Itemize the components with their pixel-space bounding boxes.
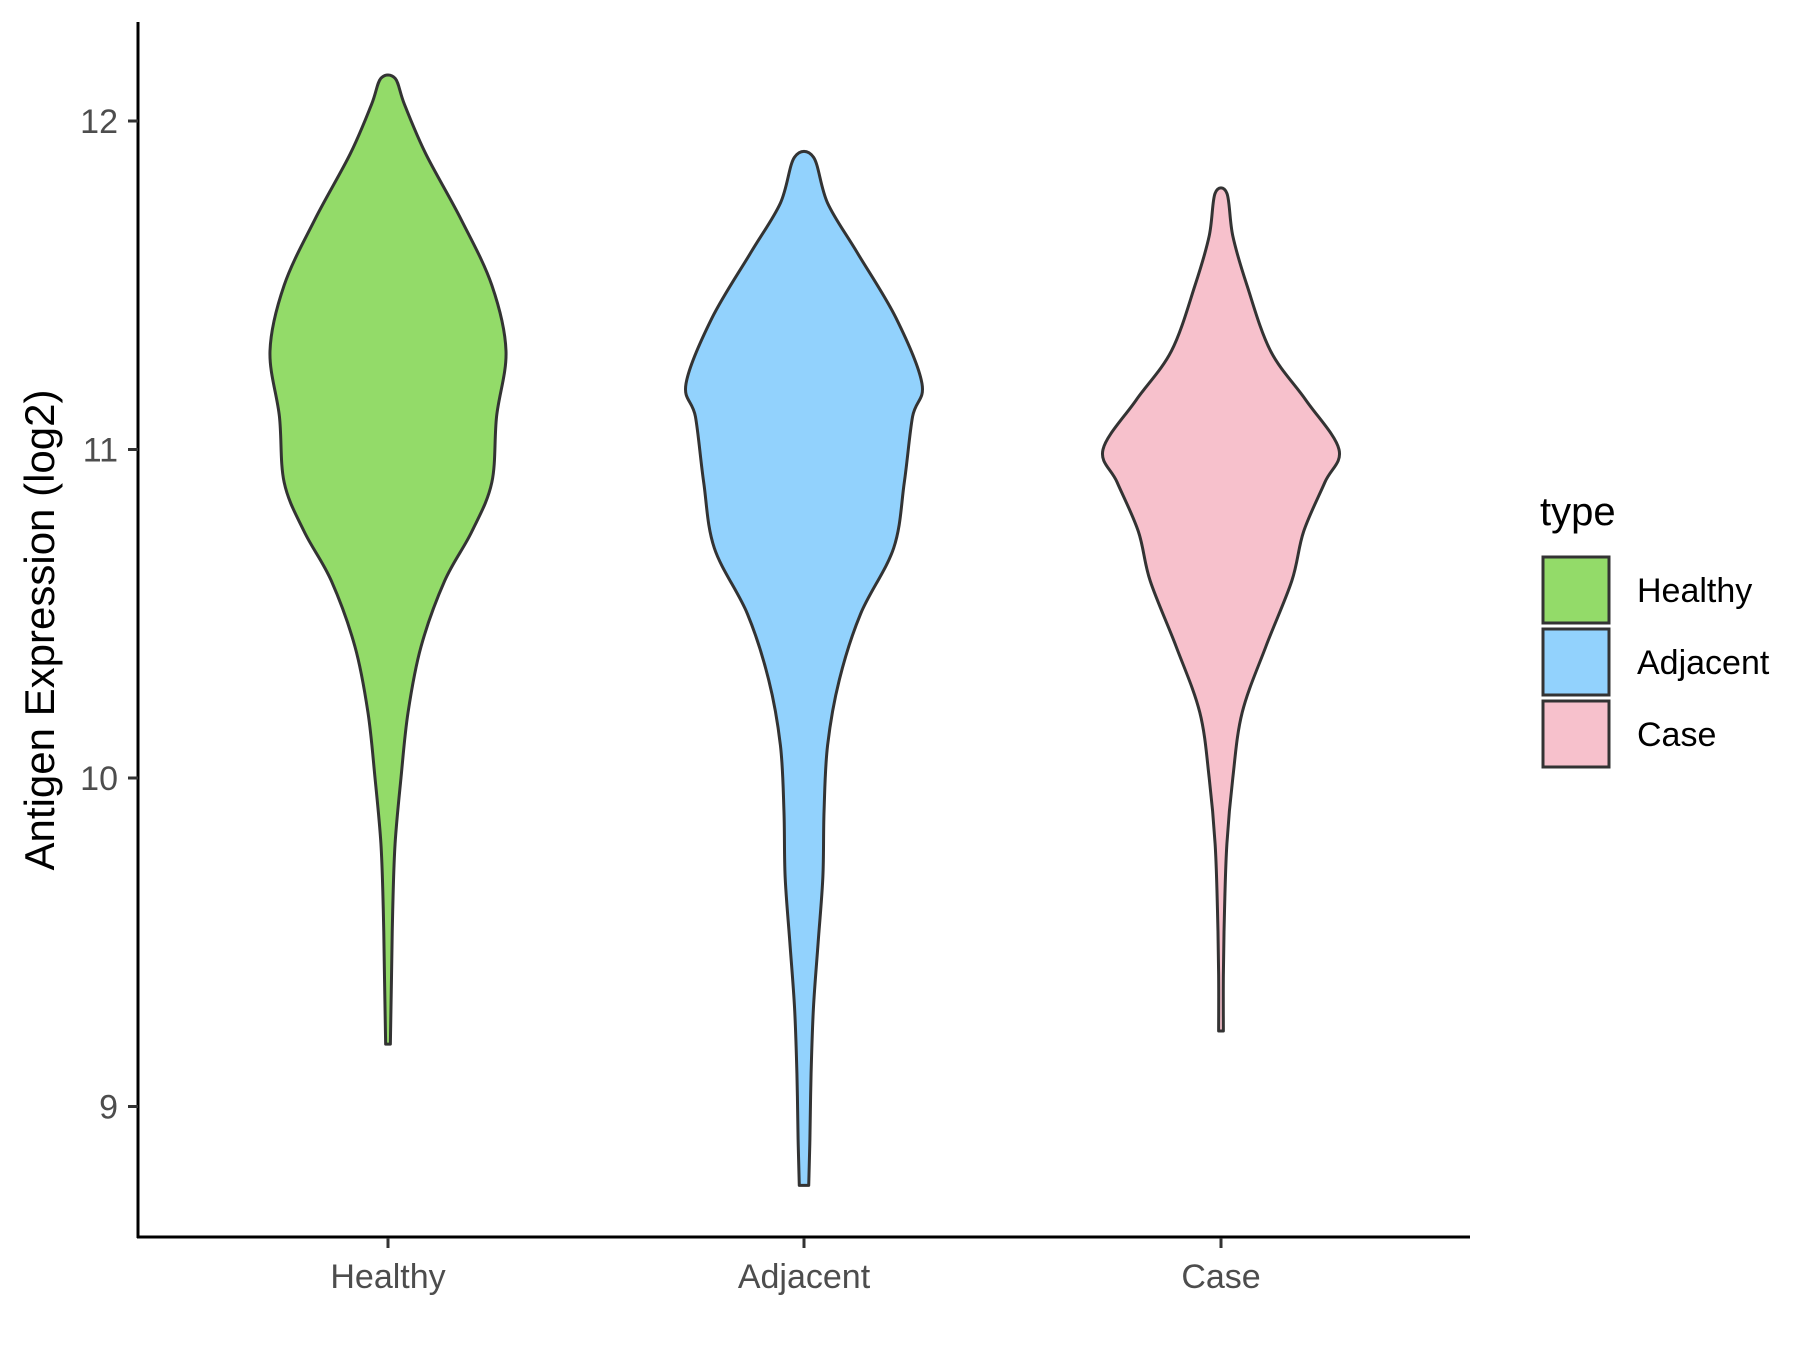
legend-key-adjacent [1543, 629, 1609, 695]
legend-label-adjacent: Adjacent [1637, 644, 1770, 682]
legend-label-healthy: Healthy [1637, 572, 1752, 610]
x-tick-label: Adjacent [738, 1258, 871, 1296]
x-tick-label: Case [1181, 1258, 1260, 1296]
x-axis-ticks: Healthy Adjacent Case [330, 1238, 1260, 1296]
x-tick-label: Healthy [330, 1258, 445, 1296]
y-axis-title: Antigen Expression (log2) [16, 390, 63, 871]
violin-adjacent [685, 151, 922, 1185]
legend-key-case [1543, 701, 1609, 767]
y-tick-label: 10 [80, 760, 118, 798]
violin-layer [270, 75, 1340, 1185]
legend-label-case: Case [1637, 716, 1716, 754]
y-tick-label: 11 [83, 432, 118, 470]
violin-case [1102, 188, 1339, 1031]
legend: type Healthy Adjacent Case [1540, 490, 1770, 767]
legend-key-healthy [1543, 557, 1609, 623]
legend-items: Healthy Adjacent Case [1543, 557, 1770, 767]
y-axis-ticks: 9 10 11 12 [80, 103, 138, 1127]
y-tick-label: 12 [80, 103, 118, 141]
y-tick-label: 9 [99, 1089, 118, 1127]
legend-title: type [1540, 490, 1616, 534]
violin-healthy [270, 75, 506, 1044]
